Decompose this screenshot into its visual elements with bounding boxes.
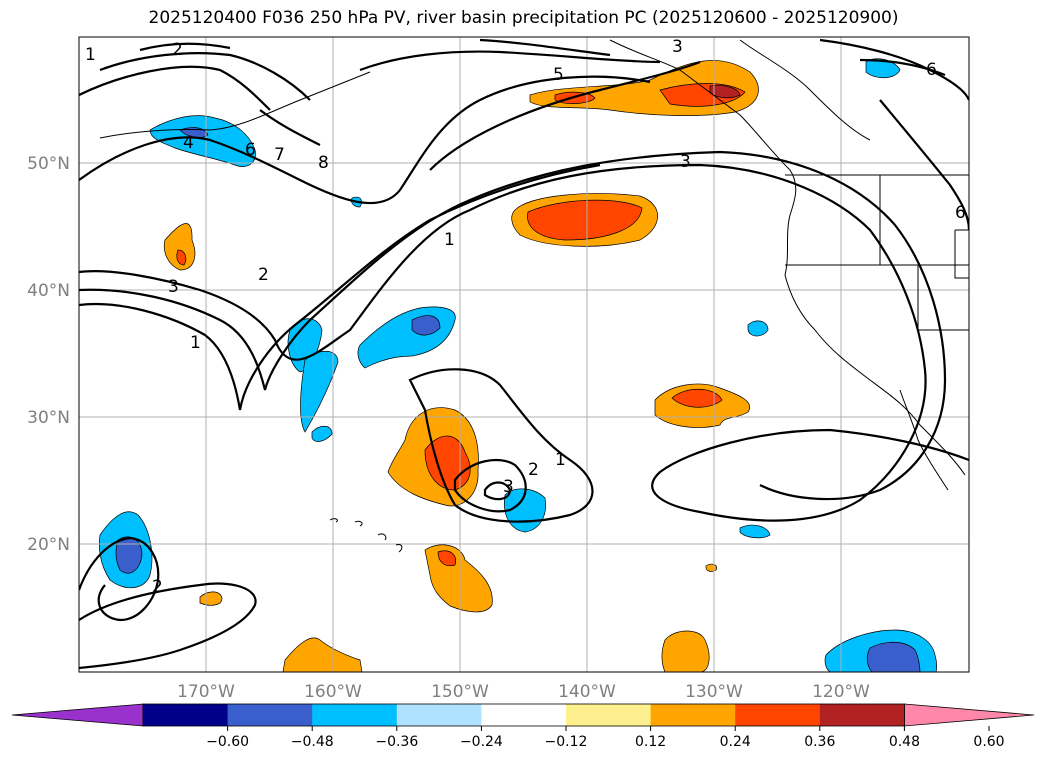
colorbar-segment: [227, 704, 313, 726]
map-frame: [78, 36, 970, 673]
colorbar-tick-label: −0.12: [545, 734, 588, 750]
pv-contour-label: 6: [955, 203, 966, 223]
colorbar-segment: [819, 704, 905, 726]
colorbar-tick-label: −0.48: [291, 734, 334, 750]
colorbar-tick-label: 0.12: [635, 734, 666, 750]
colorbar-segment: [735, 704, 821, 726]
pv-contour-label: 2: [172, 40, 183, 60]
colorbar-extend-low: [11, 703, 144, 727]
longitude-label: 170°W: [177, 682, 235, 702]
pv-contour-label: 2: [258, 265, 269, 285]
colorbar-tick-label: 0.48: [889, 734, 920, 750]
longitude-label: 150°W: [431, 682, 489, 702]
longitude-label: 140°W: [558, 682, 616, 702]
pv-contours: [79, 38, 969, 670]
latitude-label: 50°N: [27, 154, 70, 174]
longitude-labels: 170°W 160°W 150°W 140°W 130°W 120°W: [177, 682, 870, 702]
latitude-label: 30°N: [27, 408, 70, 428]
colorbar-tick-label: 0.36: [804, 734, 835, 750]
pv-contour-label: 3: [168, 277, 179, 297]
latitude-label: 40°N: [27, 281, 70, 301]
pv-contour-label: 4: [183, 133, 194, 153]
colorbar-segment: [566, 704, 652, 726]
colorbar-tick-label: 0.60: [973, 734, 1004, 750]
pv-contour-label: 3: [680, 152, 691, 172]
pv-contour-label: 5: [553, 65, 564, 85]
latitude-label: 20°N: [27, 535, 70, 555]
colorbar-tick-label: 0.24: [720, 734, 751, 750]
pv-contour-label: 1: [190, 333, 201, 353]
pv-contour-label: 2: [528, 460, 539, 480]
pv-contour-label: 8: [318, 153, 329, 173]
pv-contour-label: 1: [555, 450, 566, 470]
pv-contour-label: 7: [274, 145, 285, 165]
pv-contour-label: 2: [152, 577, 163, 597]
latitude-labels: 50°N 40°N 30°N 20°N: [27, 154, 70, 555]
map-title: 2025120400 F036 250 hPa PV, river basin …: [148, 8, 899, 28]
longitude-label: 130°W: [685, 682, 743, 702]
pv-contour-label: 1: [444, 230, 455, 250]
pv-contour-label: 6: [245, 140, 256, 160]
colorbar-segment: [481, 704, 567, 726]
pv-contour-label: 3: [672, 37, 683, 57]
colorbar-segment: [312, 704, 398, 726]
colorbar-tick-label: −0.24: [460, 734, 503, 750]
pv-contour-label: 6: [926, 60, 937, 80]
colorbar: −0.60 −0.48 −0.36 −0.24 −0.12 0.12 0.24 0.36 0.4…: [11, 703, 1035, 750]
coastlines: [99, 39, 969, 553]
pv-contour-labels: 1 2 3 4 5 6 7 8 1 2 3 1 3 2 1 2 3 6 6: [85, 37, 966, 597]
colorbar-extend-high: [904, 703, 1035, 727]
colorbar-segment: [650, 704, 736, 726]
colorbar-tick-label: −0.36: [375, 734, 418, 750]
longitude-label: 120°W: [812, 682, 870, 702]
colorbar-segment: [396, 704, 482, 726]
map-content: 1 2 3 4 5 6 7 8 1 2 3 1 3 2 1 2 3 6 6: [79, 37, 969, 672]
colorbar-outline: [142, 703, 905, 727]
colorbar-segment: [143, 704, 229, 726]
colorbar-tick-label: −0.60: [206, 734, 249, 750]
negative-anomaly-shading: [98, 58, 937, 672]
pv-contour-label: 1: [85, 45, 96, 65]
pv-contour-label: 3: [503, 477, 514, 497]
longitude-label: 160°W: [304, 682, 362, 702]
